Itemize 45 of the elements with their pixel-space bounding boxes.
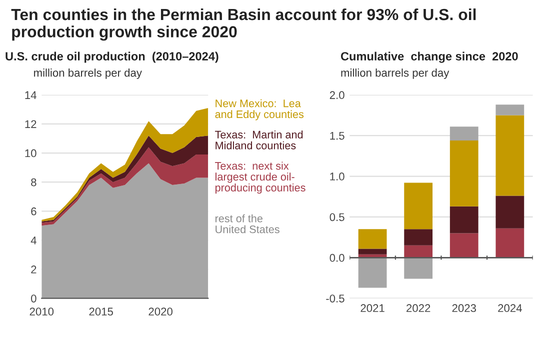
x-tick-label: 2015	[89, 308, 113, 316]
bar	[450, 206, 478, 234]
chart-subtitle: U.S. crude oil production (2010–2024)	[6, 52, 218, 63]
bar	[496, 196, 524, 228]
x-tick-label: 2022	[406, 304, 430, 312]
bar	[358, 248, 387, 254]
y-tick-label: 6	[31, 207, 36, 216]
bar	[496, 115, 524, 196]
y-tick-label: 0.5	[330, 213, 344, 222]
y-tick-label: -0.5	[326, 294, 344, 302]
bar	[450, 140, 478, 206]
bar	[450, 126, 478, 140]
y-tick-label: 8	[31, 178, 36, 186]
y-tick-label: 14	[25, 91, 36, 99]
y-tick-label: 0	[31, 294, 36, 302]
bar	[404, 245, 433, 258]
chart-title: Cumulative change since 2020	[340, 52, 518, 63]
y-axis-title: million barrels per day	[341, 68, 450, 79]
y-tick-label: 12	[25, 120, 36, 128]
bar	[496, 228, 524, 258]
bar	[404, 182, 433, 230]
bar	[404, 258, 433, 279]
series-label: rest of the United States	[216, 214, 280, 234]
y-axis-title: million barrels per day	[34, 68, 142, 79]
series-label: Texas: next six largest crude oil- producing counties	[215, 162, 306, 194]
y-tick-label: 2	[31, 266, 36, 274]
y-tick-label: 1.0	[330, 172, 344, 180]
bar	[358, 258, 387, 288]
y-tick-label: 1.5	[330, 132, 344, 140]
x-tick-label: 2023	[452, 304, 476, 312]
series-label: Texas: Martin and Midland counties	[215, 130, 303, 150]
y-tick-label: 0.0	[330, 254, 344, 262]
x-tick-label: 2021	[360, 304, 384, 312]
y-tick-label: 2.0	[330, 91, 344, 100]
series-label: New Mexico: Lea and Eddy counties	[215, 99, 304, 120]
x-tick-label: 2010	[30, 308, 54, 316]
bar	[358, 229, 387, 249]
x-tick-label: 2020	[148, 308, 172, 316]
y-tick-label: 10	[25, 149, 36, 158]
x-tick-label: 2024	[498, 304, 522, 312]
text: Ten counties in the Permian Basin account for 93% of U.S. oil production growth since 2020	[11, 8, 476, 41]
bar	[404, 229, 433, 246]
bar	[450, 233, 478, 258]
bar	[496, 104, 524, 116]
y-tick-label: 4	[30, 236, 36, 244]
